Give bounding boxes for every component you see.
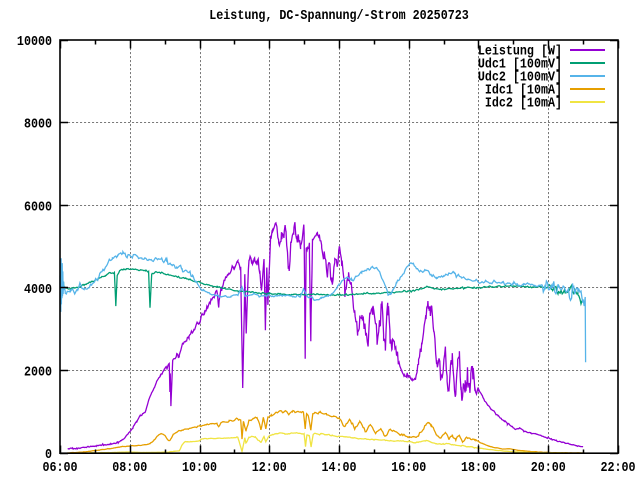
svg-text:12:00: 12:00	[252, 459, 287, 475]
svg-text:06:00: 06:00	[42, 459, 77, 475]
svg-text:6000: 6000	[24, 198, 52, 214]
svg-text:0: 0	[45, 446, 52, 462]
svg-text:18:00: 18:00	[461, 459, 496, 475]
svg-text:10000: 10000	[17, 33, 52, 49]
svg-text:Udc2 [100mV]: Udc2 [100mV]	[478, 69, 562, 85]
svg-text:22:00: 22:00	[600, 459, 635, 475]
svg-text:16:00: 16:00	[391, 459, 426, 475]
svg-text:10:00: 10:00	[182, 459, 217, 475]
svg-text:2000: 2000	[24, 364, 52, 380]
svg-text:Leistung [W]: Leistung [W]	[478, 43, 562, 59]
svg-text:08:00: 08:00	[112, 459, 147, 475]
svg-text:Leistung, DC-Spannung/-Strom 2: Leistung, DC-Spannung/-Strom 20250723	[209, 7, 469, 23]
svg-text:4000: 4000	[24, 281, 52, 297]
svg-text:8000: 8000	[24, 116, 52, 132]
svg-text:Udc1 [100mV]: Udc1 [100mV]	[478, 56, 562, 72]
svg-text:20:00: 20:00	[531, 459, 566, 475]
svg-text:14:00: 14:00	[321, 459, 356, 475]
svg-text:Idc2 [10mA]: Idc2 [10mA]	[485, 95, 562, 111]
svg-text:Idc1 [10mA]: Idc1 [10mA]	[485, 82, 562, 98]
